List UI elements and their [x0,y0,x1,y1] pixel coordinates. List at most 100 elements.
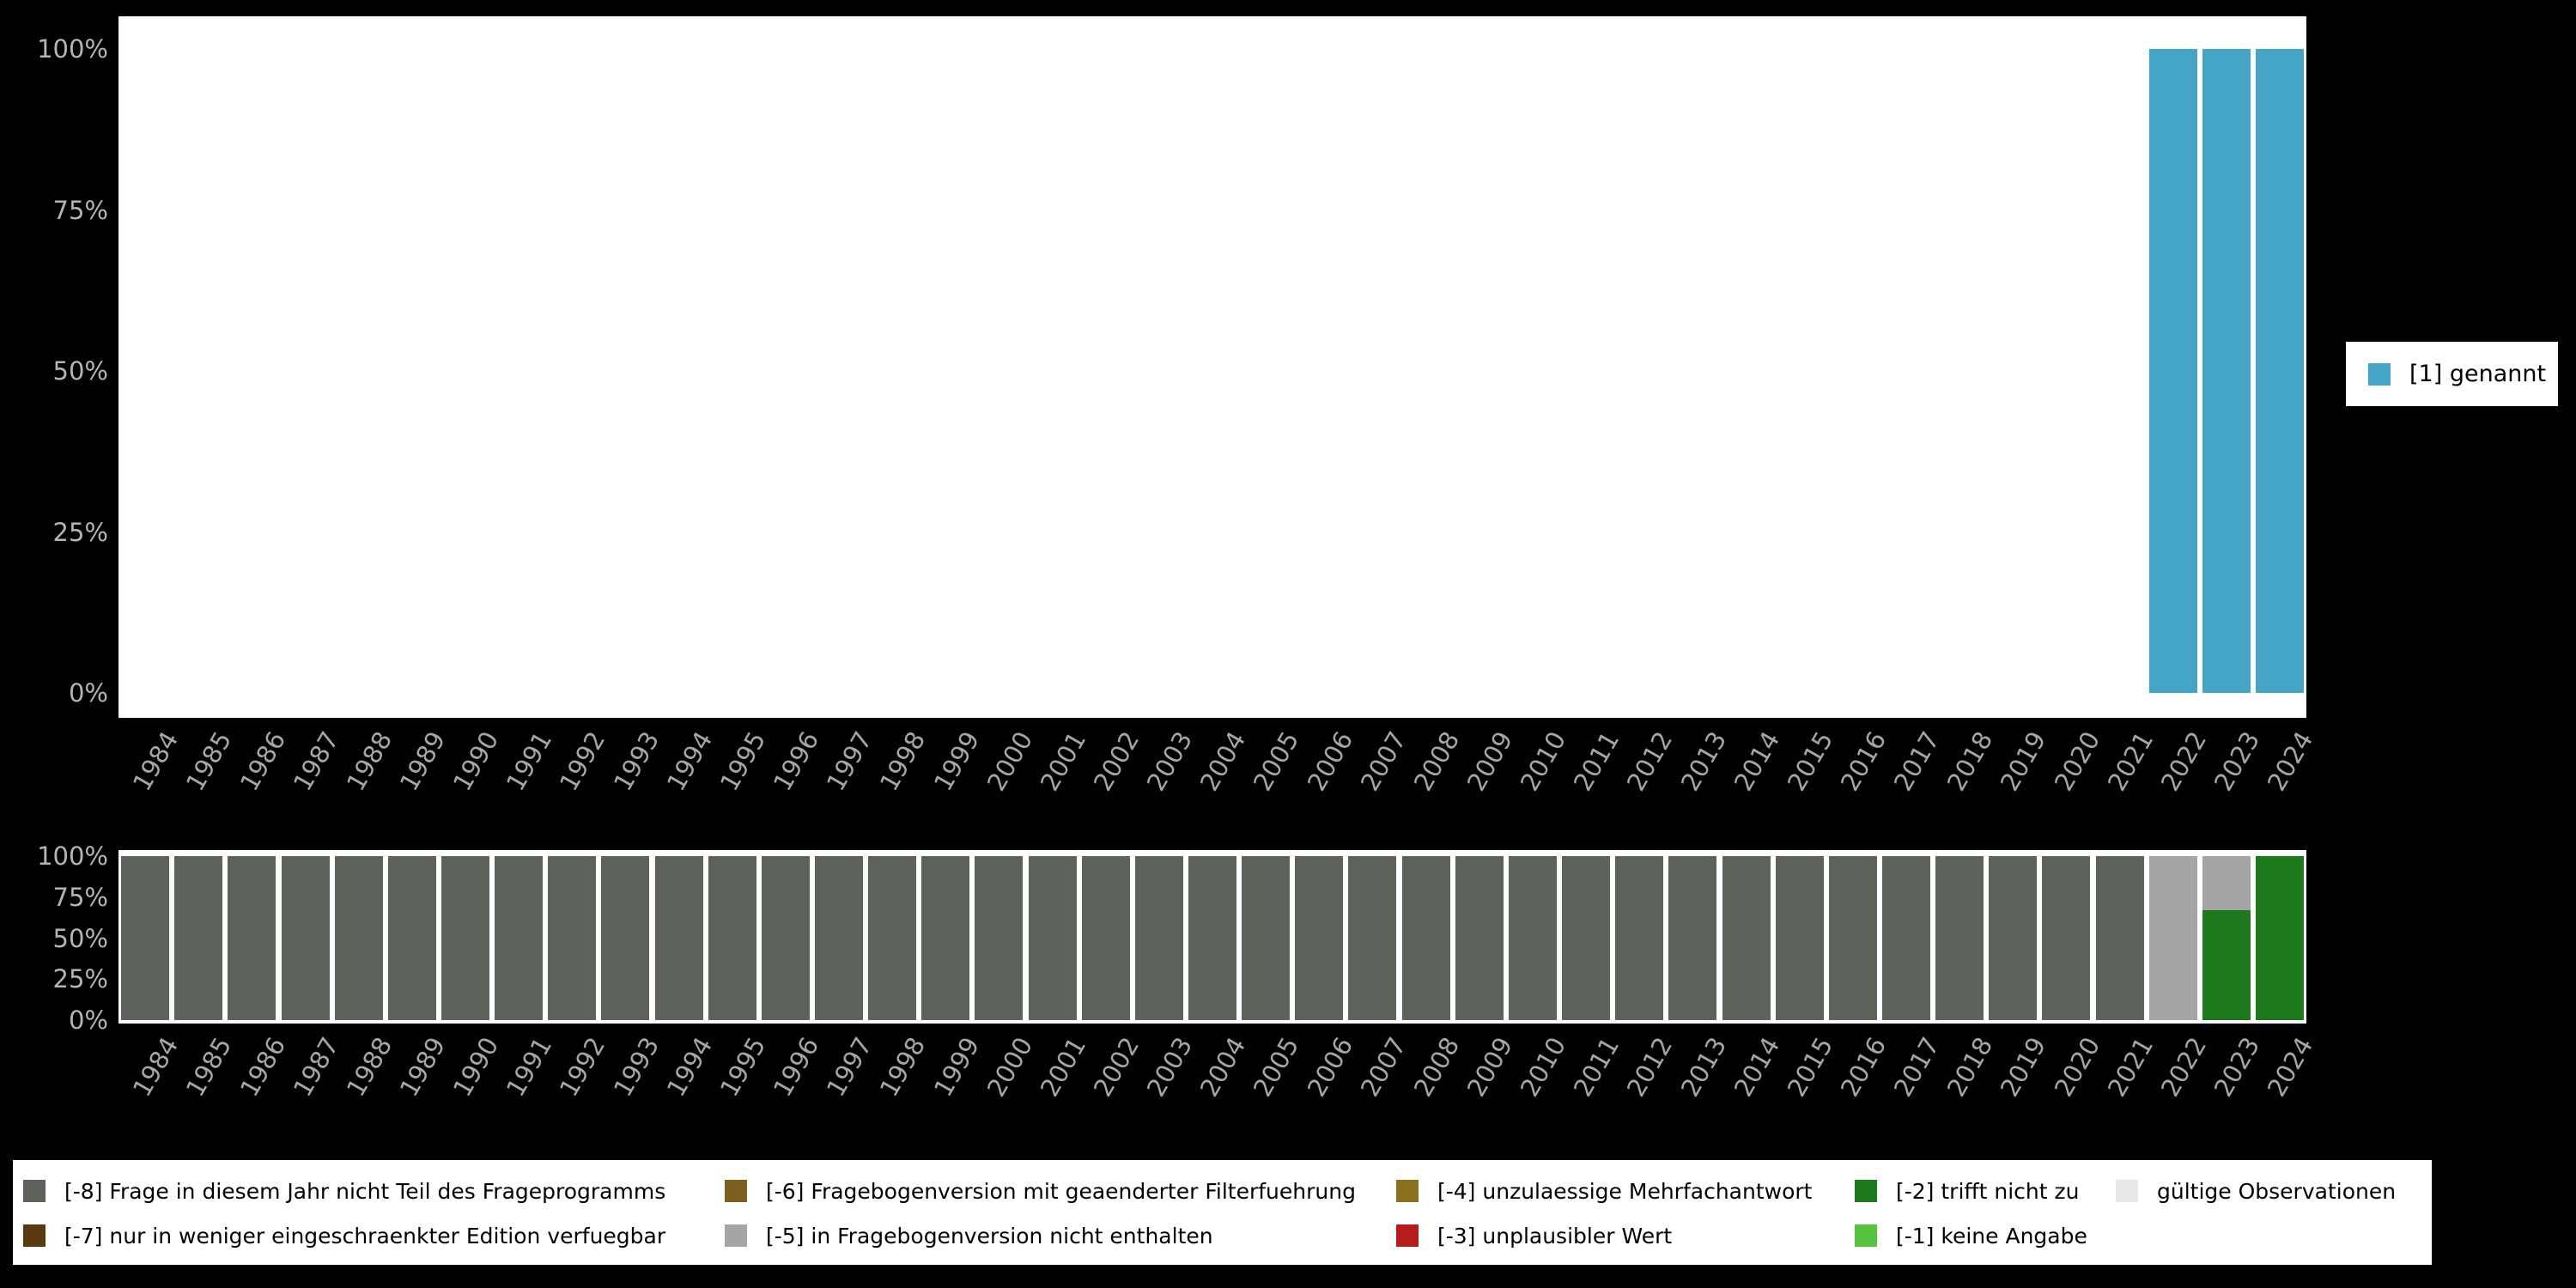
legend-item--8: [-8] Frage in diesem Jahr nicht Teil des… [23,1174,665,1208]
legend-label--4: [-4] unzulaessige Mehrfachantwort [1437,1178,1813,1204]
x-axis-label-1998: 1998 [874,726,932,796]
x-axis-label-1994: 1994 [660,726,718,796]
bar-2018-code-8 [1935,856,1984,1020]
x-axis-label-1989: 1989 [393,1032,452,1102]
x-axis-label-1994: 1994 [660,1032,718,1102]
x-axis-label-1993: 1993 [607,726,665,796]
bar-1986-code-8 [228,856,276,1020]
legend-swatch--1 [1855,1224,1877,1247]
x-axis-label-2006: 2006 [1301,726,1358,796]
bar-1995-code-8 [708,856,756,1020]
legend-swatch--7 [23,1224,46,1247]
bar-2023-code-2 [2202,910,2251,1020]
x-axis-label-2000: 2000 [981,726,1038,796]
bar-2016-code-8 [1828,856,1877,1020]
x-axis-label-1985: 1985 [180,726,238,796]
x-axis-label-2003: 2003 [1141,1032,1199,1102]
x-axis-label-2016: 2016 [1834,1032,1893,1102]
bar-2022-code-5 [2148,856,2197,1020]
x-axis-label-1995: 1995 [714,726,772,796]
x-axis-label-2023: 2023 [2208,726,2266,796]
legend-label--2: [-2] trifft nicht zu [1896,1178,2080,1204]
legend-label-valid: gültige Observationen [2157,1178,2397,1204]
x-axis-label-2019: 2019 [1995,726,2052,796]
x-axis-label-2012: 2012 [1621,726,1679,796]
x-axis-label-2014: 2014 [1728,1032,1785,1102]
bar-1989-code-8 [387,856,436,1020]
x-axis-label-1984: 1984 [127,726,185,796]
x-axis-label-2001: 2001 [1034,1032,1092,1102]
x-axis-label-1999: 1999 [927,726,985,796]
legend-swatch-genannt [2368,362,2391,386]
x-axis-label-2008: 2008 [1407,1032,1466,1102]
legend-item--3: [-3] unplausibler Wert [1396,1218,1672,1253]
bar-2002-code-8 [1081,856,1130,1020]
bar-2014-code-8 [1722,856,1771,1020]
x-axis-label-2013: 2013 [1674,1032,1732,1102]
x-axis-label-1990: 1990 [447,726,505,796]
y-axis-label-0pct: 0% [68,1005,108,1035]
bar-2004-code-8 [1188,856,1236,1020]
legend-label--7: [-7] nur in weniger eingeschraenkter Edi… [64,1223,666,1249]
bar-2023-code1 [2202,49,2251,693]
bar-2015-code-8 [1775,856,1824,1020]
bar-1992-code-8 [548,856,597,1020]
x-axis-label-1988: 1988 [340,726,398,796]
x-axis-label-1989: 1989 [393,726,452,796]
x-axis-label-2022: 2022 [2154,1032,2213,1102]
x-axis-label-1995: 1995 [714,1032,772,1102]
bar-1999-code-8 [921,856,970,1020]
x-axis-label-2018: 2018 [1941,726,1999,796]
bar-1996-code-8 [761,856,810,1020]
bar-2007-code-8 [1348,856,1397,1020]
y-axis-label-0pct: 0% [68,678,108,708]
x-axis-label-2017: 2017 [1888,1032,1946,1102]
bar-1988-code-8 [334,856,383,1020]
x-axis-label-2000: 2000 [981,1032,1038,1102]
legend-item--2: [-2] trifft nicht zu [1855,1174,2079,1208]
y-axis-label-75pct: 75% [52,195,108,225]
bar-2009-code-8 [1455,856,1504,1020]
x-axis-label-2004: 2004 [1194,726,1252,796]
x-axis-label-2011: 2011 [1568,726,1625,796]
x-axis-label-2010: 2010 [1515,726,1572,796]
x-axis-label-2016: 2016 [1834,726,1893,796]
x-axis-label-1986: 1986 [234,1032,291,1102]
bottom-chart-panel [118,850,2306,1024]
x-axis-label-2007: 2007 [1354,1032,1412,1102]
x-axis-label-2001: 2001 [1034,726,1092,796]
x-axis-label-2013: 2013 [1674,726,1732,796]
bar-2000-code-8 [975,856,1024,1020]
x-axis-label-2002: 2002 [1087,726,1145,796]
y-axis-label-50pct: 50% [52,356,108,386]
x-axis-label-2005: 2005 [1248,1032,1305,1102]
y-axis-label-25pct: 25% [52,517,108,547]
bar-2011-code-8 [1562,856,1610,1020]
bar-1984-code-8 [121,856,170,1020]
legend-swatch--3 [1396,1224,1419,1247]
bar-2022-code1 [2148,49,2197,693]
x-axis-label-1997: 1997 [821,726,878,796]
bar-2013-code-8 [1668,856,1717,1020]
x-axis-label-1988: 1988 [340,1032,398,1102]
x-axis-label-2007: 2007 [1354,726,1412,796]
legend-swatch-valid [2116,1180,2138,1202]
bar-2020-code-8 [2042,856,2091,1020]
bar-1991-code-8 [495,856,544,1020]
x-axis-label-2022: 2022 [2154,726,2213,796]
bar-1993-code-8 [601,856,650,1020]
bar-1997-code-8 [815,856,863,1020]
bar-1990-code-8 [441,856,489,1020]
legend-label--8: [-8] Frage in diesem Jahr nicht Teil des… [64,1178,666,1204]
legend-label--1: [-1] keine Angabe [1896,1223,2087,1249]
y-axis-label-50pct: 50% [52,923,108,953]
x-axis-label-2020: 2020 [2048,1032,2105,1102]
top-chart-legend: [1] genannt [2346,342,2558,406]
x-axis-label-2011: 2011 [1568,1032,1625,1102]
bar-2024-code1 [2255,49,2304,693]
x-axis-label-1986: 1986 [234,726,291,796]
legend-swatch--8 [23,1180,46,1202]
legend-item--4: [-4] unzulaessige Mehrfachantwort [1396,1174,1812,1208]
x-axis-label-1984: 1984 [127,1032,185,1102]
